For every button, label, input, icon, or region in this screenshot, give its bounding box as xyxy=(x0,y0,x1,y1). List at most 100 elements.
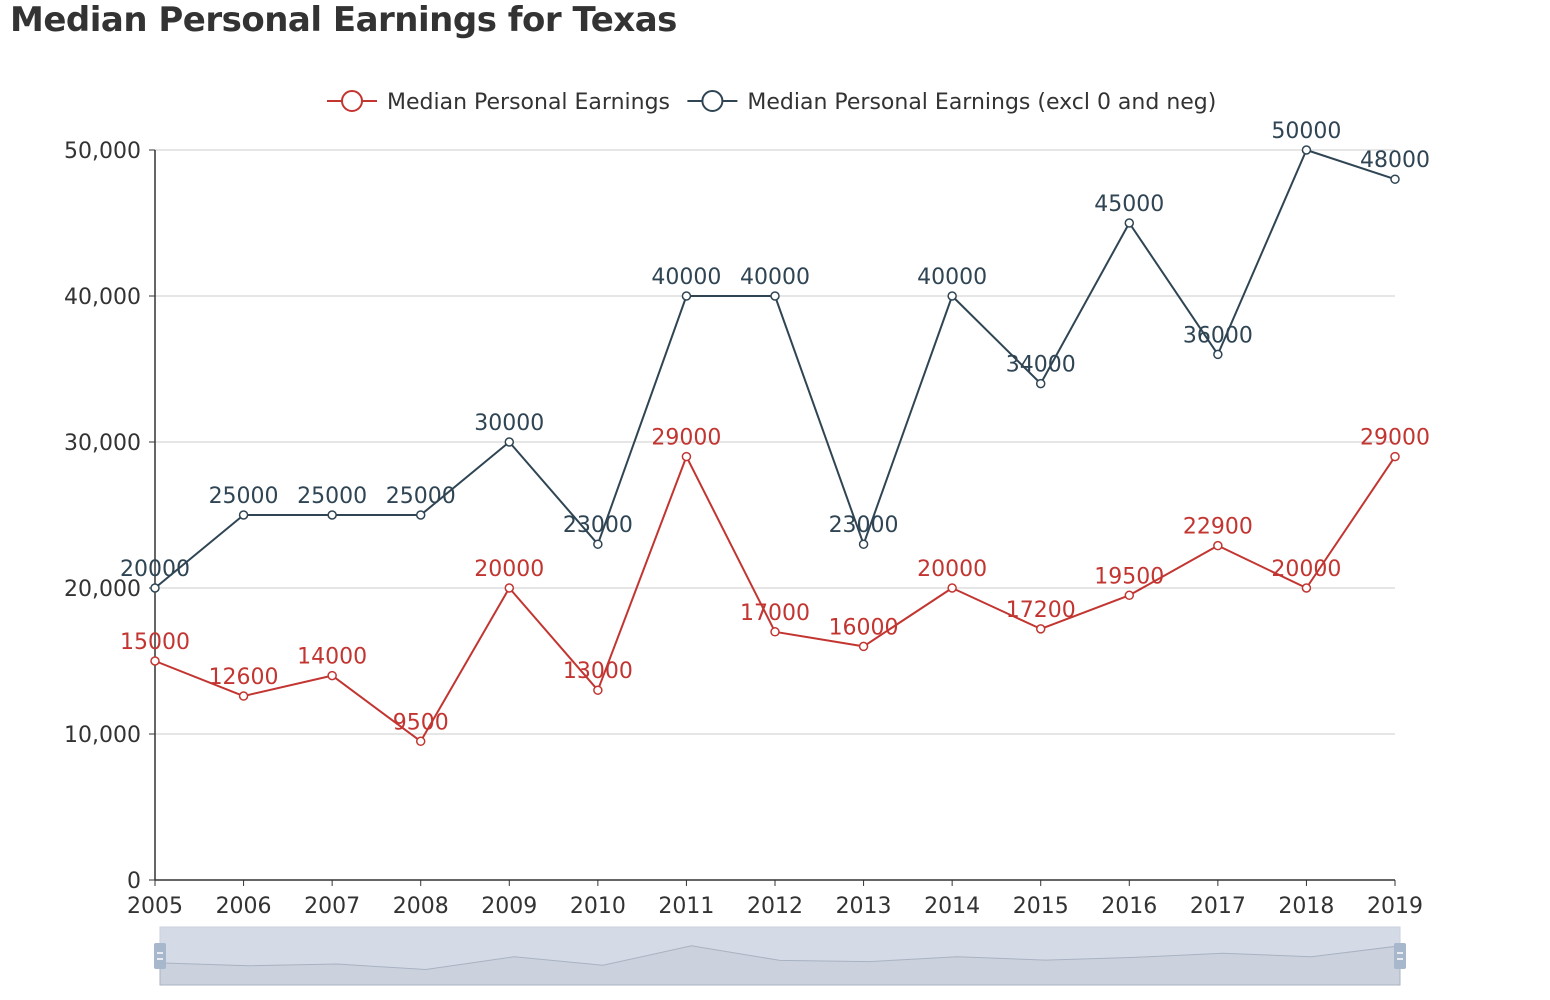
x-tick-label: 2014 xyxy=(924,894,980,919)
handle-grip-icon xyxy=(1394,943,1406,969)
data-point[interactable] xyxy=(1035,624,1046,634)
zoom-preview-area xyxy=(159,945,1401,986)
data-point[interactable] xyxy=(150,583,160,593)
data-label: 25000 xyxy=(386,484,456,509)
x-tick-label: 2011 xyxy=(658,894,714,919)
data-label: 23000 xyxy=(829,513,899,538)
data-point[interactable] xyxy=(238,691,249,701)
data-label: 29000 xyxy=(1360,426,1430,451)
data-label: 22900 xyxy=(1183,515,1253,540)
legend-label: Median Personal Earnings (excl 0 and neg… xyxy=(747,90,1216,115)
data-point[interactable] xyxy=(1124,218,1135,228)
data-point[interactable] xyxy=(1035,378,1046,389)
x-tick-label: 2005 xyxy=(127,894,183,919)
y-tick-label: 0 xyxy=(127,869,141,894)
data-label: 12600 xyxy=(209,665,279,690)
y-tick-label: 20,000 xyxy=(64,577,141,602)
data-label: 15000 xyxy=(120,630,190,655)
handle-grip-icon xyxy=(154,943,166,969)
series-points xyxy=(150,145,1400,747)
axes: 0 10,000 20,000 30,000 40,000 50,000 2005 2006 2… xyxy=(64,139,1423,919)
data-label: 23000 xyxy=(563,513,633,538)
data-label: 34000 xyxy=(1006,353,1076,378)
data-label: 25000 xyxy=(209,484,279,509)
data-point[interactable] xyxy=(1124,590,1135,601)
zoom-handle-left[interactable] xyxy=(154,943,166,969)
data-label: 48000 xyxy=(1360,148,1430,173)
data-point[interactable] xyxy=(1390,174,1400,184)
data-point[interactable] xyxy=(1390,451,1400,462)
data-point[interactable] xyxy=(681,451,692,462)
data-label: 17000 xyxy=(740,601,810,626)
y-tick-label: 50,000 xyxy=(64,139,141,164)
data-label: 16000 xyxy=(829,615,899,640)
legend-item-2[interactable]: Median Personal Earnings (excl 0 and neg… xyxy=(687,90,1216,115)
data-label: 13000 xyxy=(563,659,633,684)
data-point[interactable] xyxy=(593,539,603,549)
x-tick-label: 2016 xyxy=(1101,894,1157,919)
data-point[interactable] xyxy=(947,583,957,593)
data-point[interactable] xyxy=(1301,583,1312,593)
data-point[interactable] xyxy=(504,583,515,593)
x-tick-label: 2007 xyxy=(304,894,360,919)
y-tick-label: 10,000 xyxy=(64,723,141,748)
data-label: 29000 xyxy=(651,426,721,451)
x-tick-label: 2008 xyxy=(393,894,449,919)
data-point[interactable] xyxy=(238,510,249,520)
x-tick-label: 2015 xyxy=(1013,894,1069,919)
data-point[interactable] xyxy=(593,685,603,695)
data-label: 20000 xyxy=(917,557,987,582)
data-point[interactable] xyxy=(681,291,692,301)
data-label: 14000 xyxy=(297,645,367,670)
data-point[interactable] xyxy=(1301,145,1312,155)
data-point[interactable] xyxy=(1213,349,1223,360)
legend-label: Median Personal Earnings xyxy=(387,90,670,115)
data-label: 36000 xyxy=(1183,323,1253,348)
x-tick-label: 2010 xyxy=(570,894,626,919)
data-point[interactable] xyxy=(327,670,337,681)
data-point[interactable] xyxy=(858,539,869,549)
x-tick-label: 2006 xyxy=(216,894,272,919)
x-tick-label: 2013 xyxy=(836,894,892,919)
data-point[interactable] xyxy=(150,656,160,666)
y-tick-label: 30,000 xyxy=(64,431,141,456)
data-label: 40000 xyxy=(917,265,987,290)
data-point[interactable] xyxy=(947,291,957,301)
data-label: 20000 xyxy=(1271,557,1341,582)
x-tick-label: 2009 xyxy=(481,894,537,919)
legend-circle-icon xyxy=(341,90,363,112)
data-point[interactable] xyxy=(327,510,337,520)
data-label: 19500 xyxy=(1094,564,1164,589)
legend[interactable]: Median Personal Earnings Median Personal … xyxy=(327,90,1216,115)
data-zoom-slider[interactable] xyxy=(154,926,1406,986)
x-tick-label: 2018 xyxy=(1278,894,1334,919)
data-label: 30000 xyxy=(474,411,544,436)
data-label: 50000 xyxy=(1271,119,1341,144)
data-point[interactable] xyxy=(770,291,780,301)
chart-title: Median Personal Earnings for Texas xyxy=(10,0,677,40)
zoom-handle-right[interactable] xyxy=(1394,943,1406,969)
data-point[interactable] xyxy=(504,437,515,447)
y-tick-label: 40,000 xyxy=(64,285,141,310)
data-point[interactable] xyxy=(1213,540,1223,551)
data-label: 40000 xyxy=(651,265,721,290)
data-labels: 15000 12600 14000 9500 20000 13000 29000 17000 1… xyxy=(120,119,1430,735)
data-label: 17200 xyxy=(1006,598,1076,623)
data-label: 45000 xyxy=(1094,192,1164,217)
x-tick-label: 2019 xyxy=(1367,894,1423,919)
legend-circle-icon xyxy=(701,90,724,112)
data-label: 9500 xyxy=(393,710,449,735)
x-tick-label: 2017 xyxy=(1190,894,1246,919)
data-label: 40000 xyxy=(740,265,810,290)
data-label: 25000 xyxy=(297,484,367,509)
data-point[interactable] xyxy=(415,510,426,520)
data-point[interactable] xyxy=(858,641,869,652)
data-point[interactable] xyxy=(415,736,426,747)
data-label: 20000 xyxy=(474,557,544,582)
data-label: 20000 xyxy=(120,557,190,582)
data-point[interactable] xyxy=(770,627,780,637)
x-tick-label: 2012 xyxy=(747,894,803,919)
legend-item-1[interactable]: Median Personal Earnings xyxy=(327,90,670,115)
